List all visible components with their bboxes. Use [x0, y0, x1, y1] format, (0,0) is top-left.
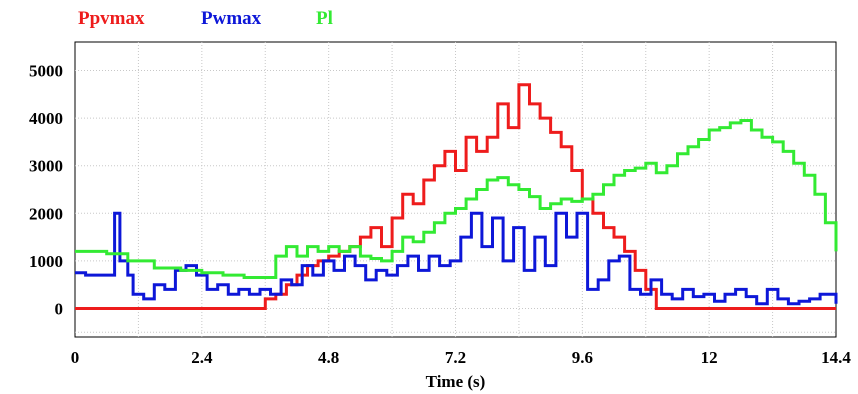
x-tick-label: 0	[71, 348, 80, 367]
series-line-pl	[75, 119, 838, 279]
x-tick-label: 4.8	[318, 348, 339, 367]
grid	[75, 42, 836, 337]
series-line-pwmax	[75, 211, 838, 306]
y-axis-ticks: 0 1000 2000 3000 4000 5000	[29, 62, 63, 319]
series-layer	[75, 83, 838, 310]
legend-entry-pwmax: Pwmax	[201, 8, 262, 29]
y-tick-label: 1000	[29, 252, 63, 271]
y-tick-label: 4000	[29, 109, 63, 128]
x-axis-ticks: 0 2.4 4.8 7.2 9.6 12 14.4	[71, 348, 852, 367]
x-tick-label: 2.4	[191, 348, 213, 367]
x-tick-label: 14.4	[821, 348, 851, 367]
y-tick-label: 3000	[29, 157, 63, 176]
legend-entry-ppvmax: Ppvmax	[78, 8, 145, 29]
y-tick-label: 0	[55, 299, 64, 318]
y-tick-label: 5000	[29, 62, 63, 81]
legend-entry-pl: Pl	[316, 8, 333, 29]
y-tick-label: 2000	[29, 204, 63, 223]
legend: Ppvmax Pwmax Pl	[78, 8, 333, 29]
x-axis-label: Time (s)	[426, 372, 486, 391]
x-tick-label: 7.2	[445, 348, 466, 367]
x-tick-label: 12	[701, 348, 718, 367]
x-tick-label: 9.6	[572, 348, 593, 367]
